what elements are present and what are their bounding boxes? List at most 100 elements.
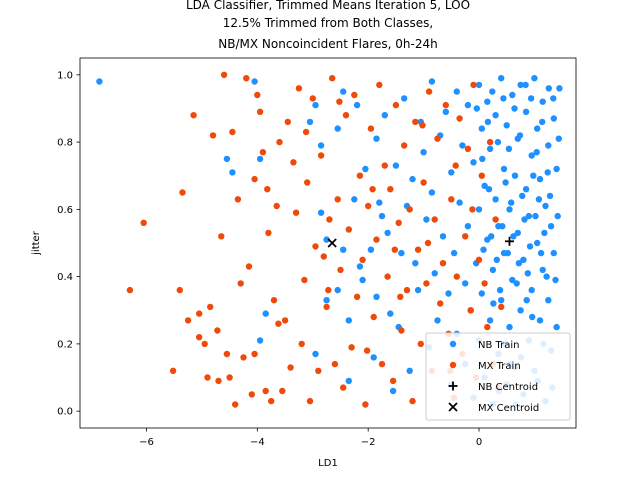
mx-train-point-7 (196, 334, 203, 341)
mx-train-point-1 (140, 219, 147, 226)
mx-train-point-124 (336, 98, 343, 105)
mx-train-point-10 (207, 303, 214, 311)
mx-train-point-65 (359, 256, 366, 263)
mx-train-point-42 (295, 85, 303, 92)
mx-train-point-88 (423, 280, 430, 287)
mx-train-point-50 (317, 152, 325, 159)
mx-train-point-126 (391, 246, 398, 253)
title-line-3: NB/MX Noncoincident Flares, 0h-24h (218, 37, 437, 51)
nb-train-point-159 (529, 313, 536, 321)
nb-train-point-129 (553, 323, 560, 331)
mx-train-point-33 (270, 297, 278, 304)
mx-train-point-82 (406, 206, 413, 213)
nb-train-point-1 (223, 155, 231, 163)
nb-train-point-81 (486, 145, 494, 152)
mx-train-point-2 (176, 286, 183, 294)
mx-train-point-34 (273, 202, 280, 210)
nb-train-point-118 (539, 266, 546, 274)
mx-train-point-68 (367, 125, 375, 132)
nb-train-point-63 (462, 280, 469, 287)
nb-train-point-144 (543, 273, 550, 280)
mx-train-point-87 (420, 179, 427, 186)
mx-train-point-121 (424, 239, 432, 247)
mx-train-point-99 (453, 273, 460, 280)
nb-train-point-16 (340, 88, 347, 95)
mx-train-point-59 (342, 112, 350, 119)
nb-train-point-110 (528, 152, 535, 159)
mx-train-point-61 (348, 344, 355, 351)
nb-train-point-97 (509, 276, 516, 284)
mx-train-point-67 (365, 202, 372, 210)
mx-train-point-12 (215, 377, 222, 385)
nb-train-point-84 (492, 196, 499, 203)
legend-nb-train-swatch (449, 340, 457, 348)
nb-train-point-173 (511, 105, 518, 112)
mx-train-point-27 (254, 91, 261, 99)
mx-train-point-6 (196, 310, 203, 317)
mx-train-point-105 (470, 81, 477, 89)
nb-train-point-26 (370, 354, 377, 361)
mx-train-point-11 (209, 132, 217, 139)
mx-train-point-78 (395, 219, 402, 226)
mx-train-point-81 (403, 286, 411, 294)
y-axis-ticks: 0.0 0.2 0.4 0.6 0.8 1.0 (57, 70, 80, 418)
y-tick-label-5: 1.0 (57, 70, 73, 81)
nb-train-point-50 (431, 270, 438, 277)
nb-train-point-23 (359, 276, 366, 284)
legend-mx-centroid-label: MX Centroid (478, 403, 539, 414)
mx-train-point-5 (190, 112, 197, 119)
mx-train-point-85 (414, 246, 422, 253)
mx-train-point-110 (484, 323, 491, 331)
nb-train-point-40 (406, 367, 413, 374)
nb-train-point-117 (536, 175, 544, 183)
mx-train-point-118 (325, 286, 332, 294)
nb-train-point-57 (448, 169, 455, 176)
mx-train-point-108 (478, 172, 485, 179)
nb-train-point-29 (376, 199, 383, 206)
nb-train-point-95 (506, 323, 513, 331)
nb-train-point-12 (323, 236, 330, 243)
nb-train-point-54 (442, 108, 449, 116)
nb-train-point-152 (480, 246, 487, 253)
mx-train-point-92 (434, 135, 441, 142)
nb-train-point-100 (514, 229, 521, 237)
nb-train-point-62 (459, 142, 466, 149)
nb-train-point-170 (473, 105, 480, 112)
mx-train-point-63 (353, 293, 361, 300)
mx-train-point-130 (214, 327, 221, 334)
mx-train-point-70 (373, 236, 380, 243)
nb-train-point-34 (389, 387, 397, 395)
mx-train-point-73 (381, 162, 388, 169)
mx-train-point-17 (229, 128, 236, 136)
mx-train-point-51 (320, 253, 327, 260)
mx-train-point-94 (439, 260, 447, 267)
nb-train-point-31 (381, 112, 388, 119)
mx-train-point-3 (179, 189, 186, 196)
y-tick-label-4: 0.8 (57, 138, 73, 149)
nb-train-point-180 (539, 118, 546, 126)
mx-train-point-9 (204, 374, 211, 381)
mx-train-point-75 (387, 186, 394, 193)
nb-train-point-183 (555, 135, 562, 142)
nb-train-point-7 (306, 118, 314, 126)
mx-train-point-39 (287, 364, 294, 371)
nb-train-point-154 (552, 276, 559, 284)
nb-train-point-102 (517, 307, 524, 314)
nb-train-point-27 (373, 135, 380, 142)
nb-train-point-182 (550, 95, 557, 102)
mx-train-point-93 (437, 300, 444, 307)
x-axis-ticks: −6 −4 −2 0 (139, 428, 482, 448)
nb-train-point-136 (499, 223, 506, 230)
mx-train-point-25 (251, 175, 258, 183)
nb-train-point-167 (545, 85, 552, 92)
nb-train-point-169 (479, 155, 486, 163)
mx-train-point-32 (268, 397, 275, 405)
mx-train-point-76 (389, 377, 397, 385)
mx-train-point-38 (284, 118, 291, 126)
mx-train-point-23 (245, 263, 253, 270)
nb-train-point-94 (506, 206, 513, 213)
mx-train-point-123 (469, 206, 476, 213)
nb-train-point-66 (464, 223, 472, 230)
nb-train-point-61 (456, 199, 463, 206)
x-tick-label-3: 0 (476, 437, 482, 448)
